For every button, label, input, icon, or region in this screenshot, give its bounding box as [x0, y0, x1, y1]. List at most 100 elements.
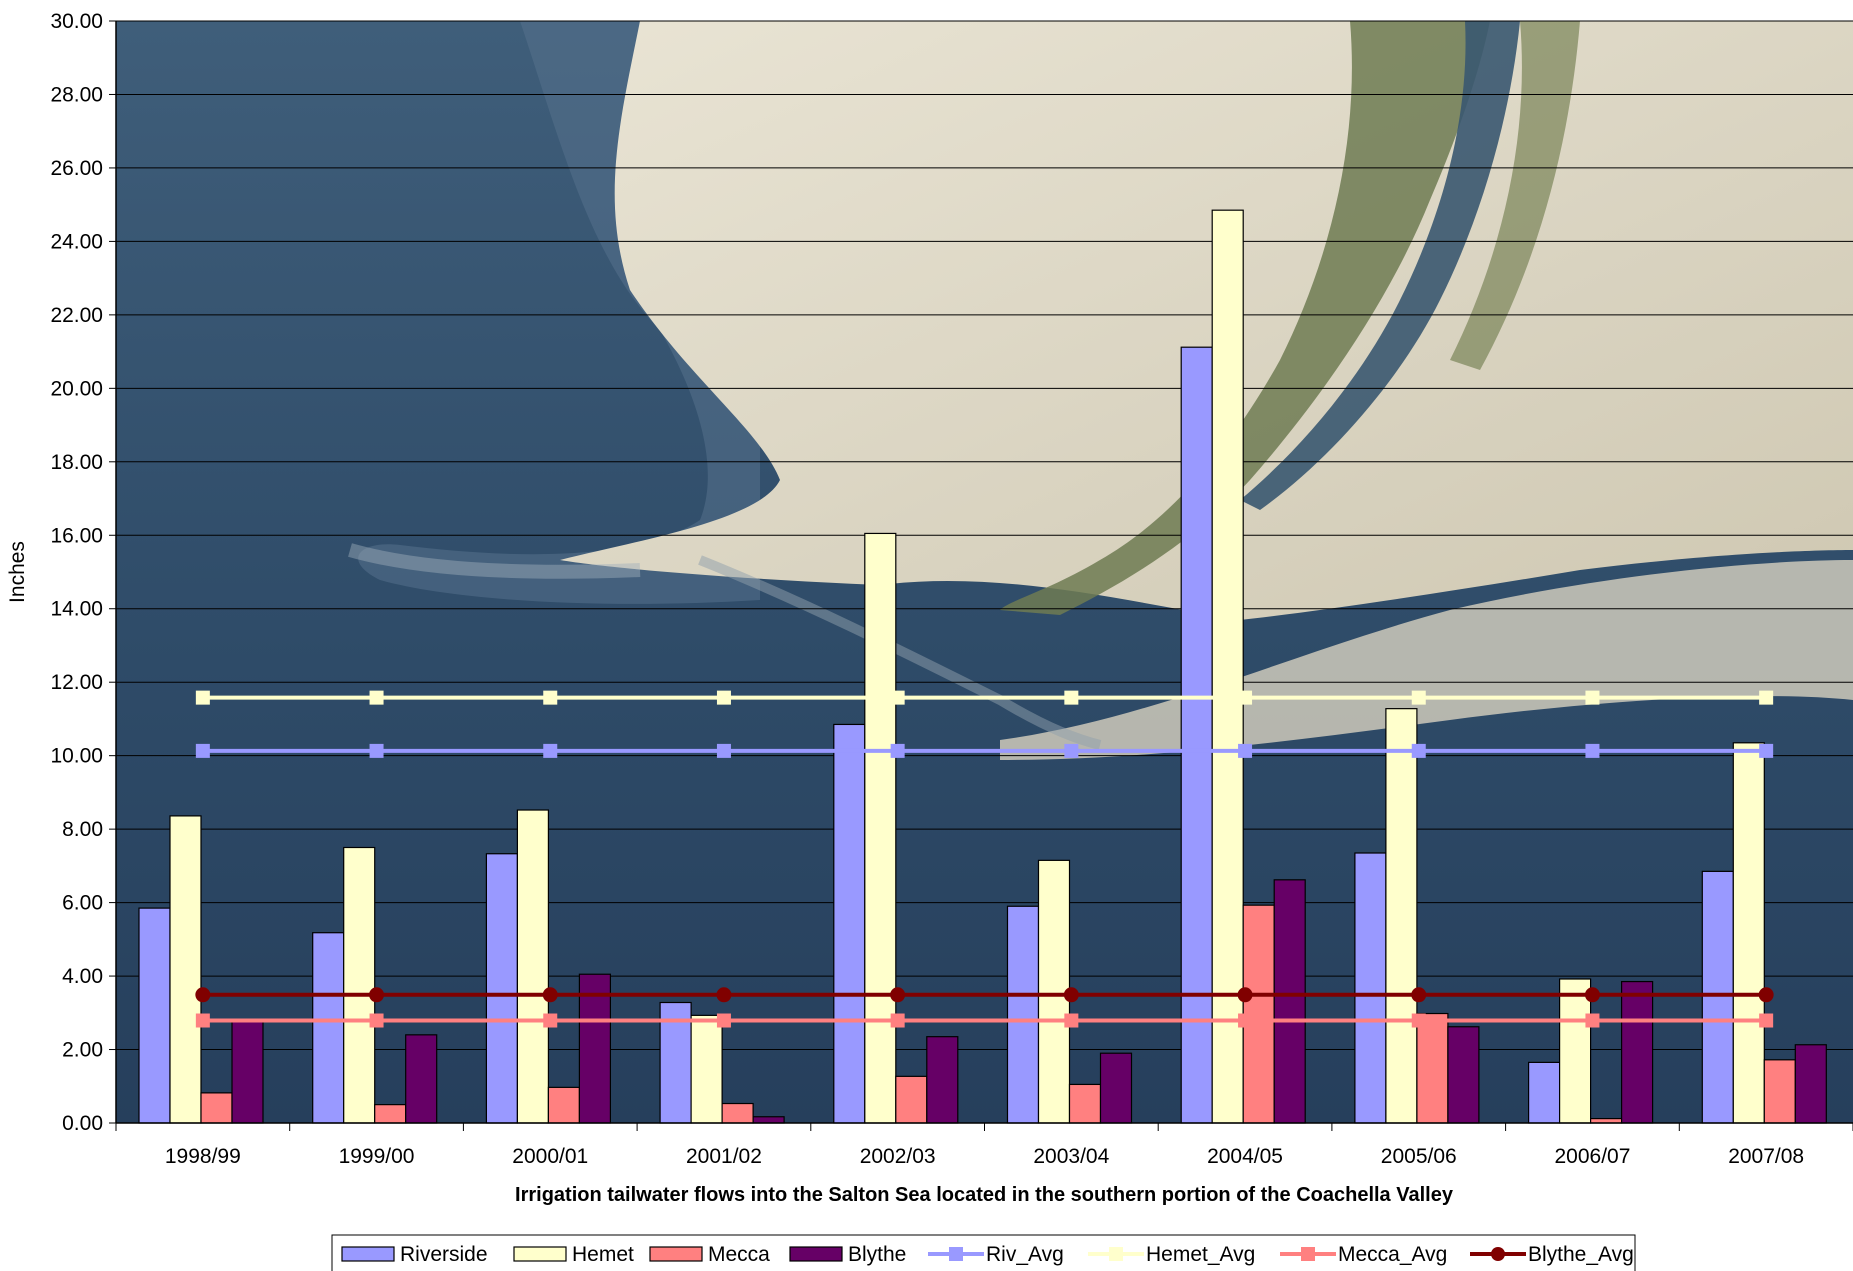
bar-riverside: [1527, 1061, 1561, 1124]
x-tick-label: 2001/02: [686, 1145, 762, 1168]
bar-hemet: [343, 846, 376, 1124]
x-axis-title: Irrigation tailwater flows into the Salt…: [515, 1184, 1454, 1206]
marker-hemet_avg: [1064, 690, 1079, 705]
marker-blythe_avg: [369, 987, 385, 1003]
x-tick-label: 1998/99: [165, 1145, 241, 1168]
bar-blythe: [926, 1036, 959, 1124]
marker-mecca_avg: [1585, 1013, 1600, 1028]
marker-mecca_avg: [369, 1013, 384, 1028]
bar-hemet: [1385, 708, 1418, 1124]
legend-swatch-hemet: [513, 1246, 567, 1262]
marker-hemet_avg: [716, 690, 731, 705]
marker-riv_avg: [369, 743, 384, 758]
bar-mecca: [895, 1075, 928, 1124]
bar-blythe: [405, 1034, 438, 1124]
bar-hemet: [864, 532, 897, 1124]
marker-mecca_avg: [1759, 1013, 1774, 1028]
y-tick-label: 16.00: [50, 524, 103, 547]
legend-marker-mecca_avg: [1301, 1247, 1315, 1261]
gridlines: [109, 20, 1853, 1124]
bar-hemet: [1558, 978, 1592, 1124]
marker-hemet_avg: [890, 690, 905, 705]
legend-label-mecca_avg: Mecca_Avg: [1338, 1243, 1447, 1266]
legend-label-blythe: Blythe: [848, 1243, 906, 1266]
photo-background: [116, 21, 1853, 1123]
legend-swatch-mecca: [649, 1246, 703, 1262]
marker-mecca_avg: [1238, 1013, 1253, 1028]
legend-swatch-riverside: [341, 1246, 395, 1262]
y-tick-label: 30.00: [50, 10, 103, 33]
y-tick-label: 20.00: [50, 377, 103, 400]
marker-riv_avg: [890, 743, 905, 758]
marker-mecca_avg: [716, 1013, 731, 1028]
legend-swatch-blythe: [789, 1246, 843, 1262]
marker-blythe_avg: [890, 987, 906, 1003]
y-tick-label: 0.00: [62, 1112, 103, 1135]
bar-blythe: [231, 1018, 264, 1124]
y-tick-labels: 0.00 2.00 4.00 6.00 8.00 10.00 12.00 14.00 16.00…: [50, 10, 103, 1135]
legend-label-hemet_avg: Hemet_Avg: [1146, 1243, 1255, 1266]
marker-blythe_avg: [1411, 987, 1427, 1003]
marker-blythe_avg: [1237, 987, 1253, 1003]
marker-hemet_avg: [1759, 690, 1774, 705]
bar-riverside: [833, 723, 866, 1124]
marker-mecca_avg: [195, 1013, 210, 1028]
marker-riv_avg: [1064, 743, 1079, 758]
bar-mecca: [1763, 1059, 1796, 1124]
legend-marker-hemet_avg: [1109, 1247, 1123, 1261]
average-lines: [195, 690, 1774, 1028]
bar-riverside: [1354, 852, 1387, 1124]
bar-blythe: [1099, 1052, 1133, 1124]
legend-marker-riv_avg: [949, 1247, 963, 1261]
bar-mecca: [547, 1086, 581, 1124]
marker-hemet_avg: [1411, 690, 1426, 705]
marker-hemet_avg: [1585, 690, 1600, 705]
y-tick-label: 22.00: [50, 304, 103, 327]
x-tick-label: 2002/03: [860, 1145, 936, 1168]
bar-blythe: [752, 1116, 785, 1124]
marker-riv_avg: [1585, 743, 1600, 758]
legend-label-mecca: Mecca: [708, 1243, 770, 1266]
legend-label-hemet: Hemet: [572, 1243, 634, 1266]
legend: Riverside Hemet Mecca Blythe Riv_Avg Hemet_Av…: [331, 1234, 1636, 1271]
marker-mecca_avg: [1064, 1013, 1079, 1028]
y-tick-label: 24.00: [50, 230, 103, 253]
y-tick-label: 18.00: [50, 451, 103, 474]
bar-riverside: [1180, 346, 1213, 1124]
x-tick-label: 2003/04: [1033, 1145, 1109, 1168]
bar-mecca: [1068, 1083, 1102, 1124]
bar-blythe: [578, 973, 612, 1124]
bar-blythe: [1620, 980, 1654, 1124]
bar-riverside: [138, 907, 171, 1124]
legend-marker-blythe_avg: [1491, 1247, 1505, 1261]
marker-mecca_avg: [543, 1013, 558, 1028]
y-tick-label: 4.00: [62, 965, 103, 988]
legend-label-riverside: Riverside: [400, 1243, 488, 1266]
marker-riv_avg: [1759, 743, 1774, 758]
x-tick-label: 2006/07: [1554, 1145, 1630, 1168]
y-tick-label: 12.00: [50, 671, 103, 694]
marker-blythe_avg: [716, 987, 732, 1003]
bar-mecca: [200, 1092, 233, 1124]
marker-hemet_avg: [1238, 690, 1253, 705]
axes: [115, 21, 1853, 1131]
bar-mecca: [1416, 1012, 1449, 1124]
bar-hemet: [1732, 742, 1765, 1124]
marker-riv_avg: [1238, 743, 1253, 758]
bar-hemet: [516, 809, 550, 1124]
bars: [138, 209, 1827, 1124]
marker-blythe_avg: [1584, 987, 1600, 1003]
y-tick-label: 26.00: [50, 157, 103, 180]
y-tick-label: 8.00: [62, 818, 103, 841]
y-tick-label: 14.00: [50, 598, 103, 621]
marker-blythe_avg: [542, 987, 558, 1003]
marker-mecca_avg: [1411, 1013, 1426, 1028]
bar-hemet: [690, 1014, 723, 1124]
x-tick-label: 1999/00: [339, 1145, 415, 1168]
bar-blythe: [1273, 879, 1306, 1124]
marker-hemet_avg: [543, 690, 558, 705]
legend-label-blythe_avg: Blythe_Avg: [1528, 1243, 1634, 1266]
bar-mecca: [374, 1104, 407, 1124]
y-tick-label: 10.00: [50, 745, 103, 768]
